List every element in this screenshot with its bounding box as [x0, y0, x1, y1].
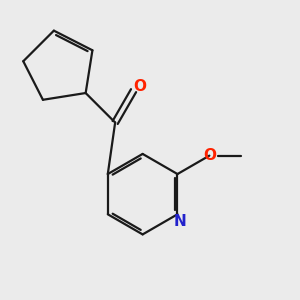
Text: N: N: [174, 214, 186, 229]
Text: O: O: [133, 79, 146, 94]
Text: O: O: [203, 148, 216, 163]
